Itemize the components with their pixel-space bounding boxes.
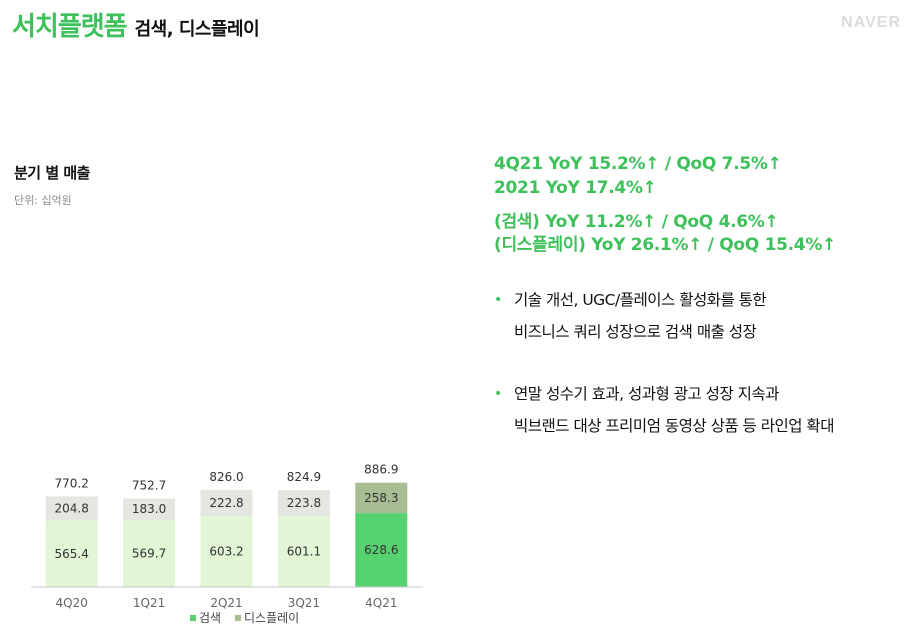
legend-label-0: 검색 [199, 611, 221, 625]
label-search-4Q20: 565.4 [55, 547, 89, 561]
bar-search-4Q20 [45, 520, 98, 587]
bar-display-2Q21 [200, 489, 253, 517]
bullet-line: 연말 성수기 효과, 성과형 광고 성장 지속과 [514, 385, 779, 403]
bullet-line: 기술 개선, UGC/플레이스 활성화를 통한 [514, 291, 767, 309]
bar-display-4Q20 [45, 496, 98, 521]
label-display-3Q21: 223.8 [287, 496, 321, 510]
label-display-4Q21: 258.3 [364, 491, 398, 505]
highlight-line-1: 4Q21 YoY 15.2%↑ / QoQ 7.5%↑ [494, 154, 782, 174]
bar-display-3Q21 [277, 489, 330, 517]
page-title: 서치플랫폼 검색, 디스플레이 [12, 6, 260, 43]
x-tick-2Q21: 2Q21 [210, 596, 242, 610]
label-display-1Q21: 183.0 [132, 502, 166, 516]
highlight-line-4: (디스플레이) YoY 26.1%↑ / QoQ 15.4%↑ [494, 235, 837, 255]
x-tick-4Q21: 4Q21 [365, 596, 397, 610]
bar-display-4Q21 [355, 482, 408, 514]
x-tick-1Q21: 1Q21 [133, 596, 165, 610]
bullet-item-2: • 연말 성수기 효과, 성과형 광고 성장 지속과 빅브랜드 대상 프리미엄 … [494, 378, 834, 442]
bullet-line: 비즈니스 쿼리 성장으로 검색 매출 성장 [514, 323, 757, 341]
title-main: 서치플랫폼 [12, 12, 128, 42]
label-total-2Q21: 826.0 [209, 470, 243, 484]
bullet-item-1: • 기술 개선, UGC/플레이스 활성화를 통한 비즈니스 쿼리 성장으로 검… [494, 284, 767, 348]
bullet-dot: • [494, 292, 502, 308]
label-display-4Q20: 204.8 [55, 501, 89, 515]
revenue-chart: 565.4 204.8 770.2 4Q20 569.7 183.0 752.7 1Q21 60… [31, 463, 423, 625]
label-total-4Q21: 886.9 [364, 463, 398, 477]
bar-search-4Q21 [355, 513, 408, 587]
bar-search-3Q21 [277, 516, 330, 587]
legend-swatch-1 [235, 615, 241, 621]
bar-search-1Q21 [123, 520, 176, 587]
brand-logo: NAVER [841, 14, 901, 31]
label-search-4Q21: 628.6 [364, 543, 398, 557]
chart-unit: 단위: 십억원 [14, 194, 72, 207]
highlight-line-2: 2021 YoY 17.4%↑ [494, 178, 657, 198]
label-total-1Q21: 752.7 [132, 478, 166, 492]
chart-title: 분기 별 매출 [14, 164, 90, 182]
bar-display-1Q21 [123, 498, 176, 521]
label-search-2Q21: 603.2 [209, 545, 243, 559]
label-total-4Q20: 770.2 [55, 476, 89, 490]
title-sub: 검색, 디스플레이 [134, 19, 260, 40]
highlight-line-3: (검색) YoY 11.2%↑ / QoQ 4.6%↑ [494, 212, 779, 232]
x-tick-4Q20: 4Q20 [56, 596, 88, 610]
label-display-2Q21: 222.8 [209, 496, 243, 510]
x-tick-3Q21: 3Q21 [288, 596, 320, 610]
bar-search-2Q21 [200, 516, 253, 587]
legend-label-1: 디스플레이 [244, 611, 299, 625]
legend-swatch-0 [190, 615, 196, 621]
label-search-1Q21: 569.7 [132, 547, 166, 561]
label-total-3Q21: 824.9 [287, 470, 321, 484]
bullet-line: 빅브랜드 대상 프리미엄 동영상 상품 등 라인업 확대 [514, 417, 834, 435]
label-search-3Q21: 601.1 [287, 545, 321, 559]
bullet-dot: • [494, 386, 502, 402]
